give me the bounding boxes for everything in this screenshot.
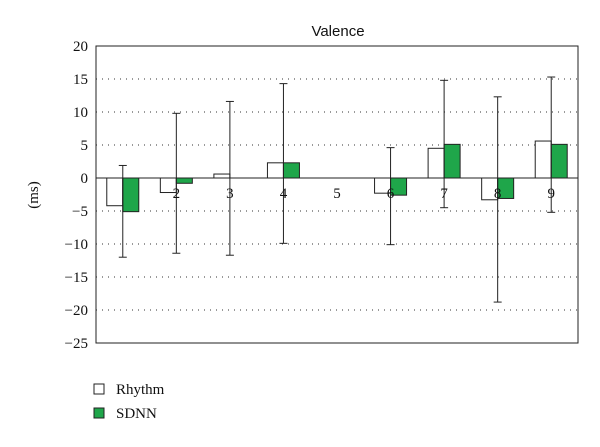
x-tick-label: 4 bbox=[280, 186, 288, 202]
bar-sdnn bbox=[443, 143, 461, 179]
axes: 20 15 10 5 0 −5 −10 −15 −20 −25 2 3 4 5 6 7 8 9 bbox=[65, 39, 579, 352]
x-tick-label: 9 bbox=[547, 186, 555, 202]
plot-frame bbox=[95, 45, 579, 344]
x-tick-label: 6 bbox=[387, 186, 395, 202]
y-tick-label: −5 bbox=[72, 204, 88, 220]
x-tick-label: 7 bbox=[440, 186, 448, 202]
legend-label-sdnn: SDNN bbox=[116, 406, 157, 422]
x-tick-label: 5 bbox=[333, 186, 341, 202]
bar-sdnn bbox=[550, 143, 568, 179]
bar-rhythm bbox=[534, 140, 552, 179]
legend-swatch-sdnn bbox=[93, 407, 105, 419]
bar-rhythm bbox=[427, 147, 445, 179]
x-tick-label: 3 bbox=[226, 186, 234, 202]
x-tick-label: 2 bbox=[173, 186, 181, 202]
bar-sdnn bbox=[175, 177, 193, 184]
y-tick-label: 0 bbox=[81, 171, 89, 187]
y-tick-label: 5 bbox=[81, 138, 89, 154]
bar-sdnn bbox=[282, 162, 300, 179]
legend: Rhythm SDNN bbox=[93, 382, 165, 422]
legend-label-rhythm: Rhythm bbox=[116, 382, 165, 398]
bar-rhythm bbox=[213, 173, 231, 179]
chart-title: Valence bbox=[311, 23, 364, 40]
bar-rhythm bbox=[106, 177, 124, 207]
bar-sdnn bbox=[122, 177, 140, 213]
y-axis-label: (ms) bbox=[26, 181, 42, 209]
y-tick-label: 20 bbox=[73, 39, 88, 55]
y-tick-label: −10 bbox=[65, 237, 88, 253]
legend-swatch-rhythm bbox=[93, 383, 105, 395]
x-tick-label: 8 bbox=[494, 186, 502, 202]
y-tick-label: −25 bbox=[65, 336, 88, 352]
bar-rhythm bbox=[266, 162, 284, 179]
y-tick-label: 15 bbox=[73, 72, 88, 88]
bars bbox=[106, 140, 568, 213]
y-tick-label: −20 bbox=[65, 303, 88, 319]
y-tick-label: −15 bbox=[65, 270, 88, 286]
error-bars bbox=[118, 76, 556, 303]
y-tick-label: 10 bbox=[73, 105, 88, 121]
